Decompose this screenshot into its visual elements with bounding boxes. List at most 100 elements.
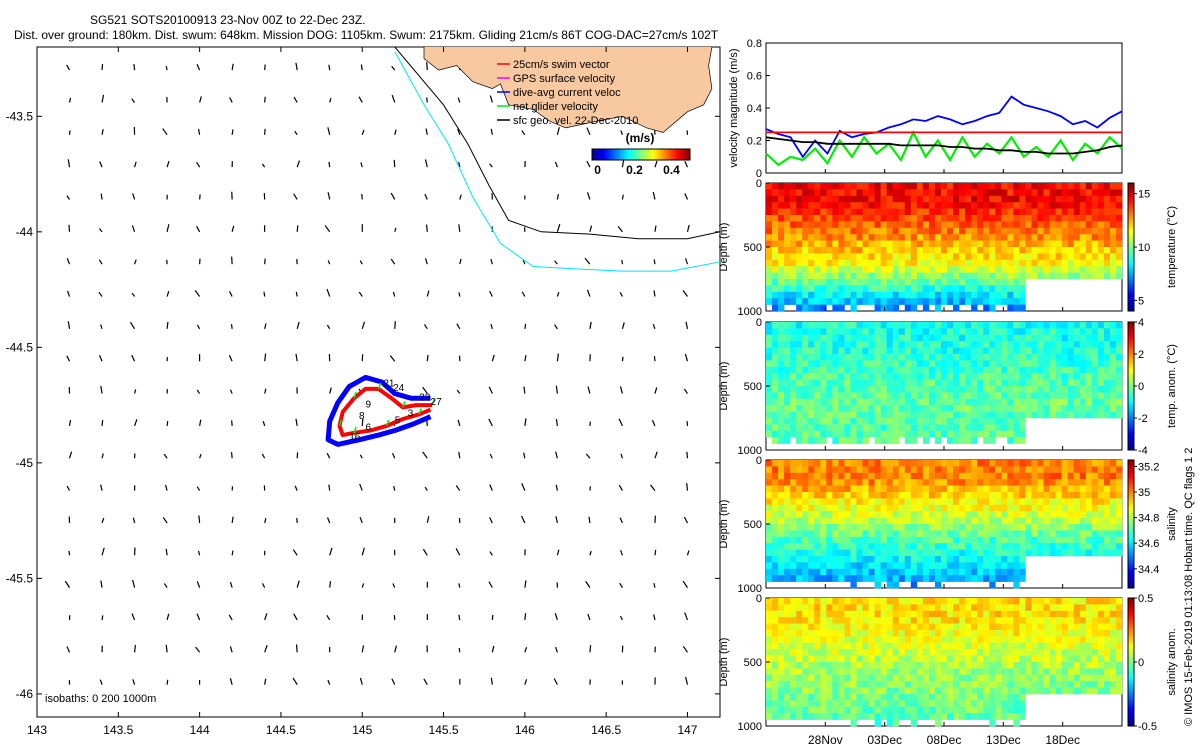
section-cell [1079,373,1087,380]
section-cell [856,655,863,663]
section-cell [862,424,869,432]
section-cell [1055,354,1062,361]
section-cell [971,706,978,714]
current-arrow [621,322,625,330]
section-cell [814,706,821,714]
section-cell [856,227,863,235]
section-cell [802,430,809,438]
section-cell [826,655,833,663]
section-cell [832,379,839,387]
section-cell [1001,208,1008,216]
section-cell [856,498,863,506]
section-cell [892,668,900,676]
section-cell [1043,272,1050,280]
section-cell [1067,334,1075,342]
current-arrow [585,580,591,588]
section-cell [868,700,875,708]
current-arrow [651,419,656,427]
section-cell [959,183,966,190]
section-cell [934,610,942,618]
section-cell [850,674,857,682]
current-arrow [229,678,233,685]
section-cell [838,623,845,631]
section-cell [1061,604,1068,612]
current-arrow [589,321,592,329]
section-cell [934,334,942,342]
section-cell [1085,549,1093,557]
section-cell [826,642,833,650]
section-cell [1109,347,1117,355]
section-cell [928,623,936,631]
section-cell [868,354,875,361]
section-cell [959,266,966,273]
section-cell [971,424,978,432]
section-cell [1115,511,1123,518]
section-cell [1007,430,1014,438]
current-arrow [555,516,558,524]
section-cell [983,266,990,273]
section-cell [995,189,1002,197]
section-cell [959,674,966,682]
section-cell [874,183,881,190]
current-arrow [682,580,688,588]
section-cell [856,623,863,631]
section-cell [965,398,972,406]
section-cell [766,668,773,676]
net-velocity-arrow [338,419,343,427]
section-cell [892,549,900,557]
section-cell [1001,430,1008,438]
section-cell [850,341,857,348]
section-cell [808,472,815,480]
section-cell [947,272,954,280]
section-cell [947,405,954,412]
section-cell [922,334,930,342]
section-cell [856,341,863,348]
section-cell [1019,524,1026,531]
section-cell [983,575,990,582]
section-cell [953,424,960,432]
section-cell [808,411,815,419]
section-cell [1079,549,1087,557]
section-cell [989,298,996,305]
section-cell [1013,694,1020,701]
section-cell [995,511,1002,518]
section-cell [868,623,875,631]
section-cell [910,227,918,235]
current-arrow [489,551,493,556]
section-cell [1001,279,1008,286]
section-cell [928,668,936,676]
section-cell [814,279,821,286]
section-cell [832,437,839,444]
current-arrow [196,161,201,168]
section-cell [910,215,918,222]
section-cell [796,549,803,557]
section-cell [1073,610,1081,618]
section-cell [1079,386,1087,393]
section-cell [862,234,869,241]
section-cell [916,524,924,531]
section-cell [928,272,936,280]
section-cell [953,485,960,493]
section-cell [947,575,954,582]
section-cell [1049,398,1056,406]
section-cell [989,617,996,624]
section-cell [959,189,966,197]
section-cell [959,215,966,222]
section-cell [862,189,869,197]
section-cell [1085,668,1093,676]
section-cell [953,556,960,563]
section-cell [1001,373,1008,380]
section-cell [1049,195,1056,203]
section-cell [844,511,851,518]
section-cell [928,642,936,650]
section-cell [778,379,785,387]
section-cell [796,366,803,374]
section-cell [880,556,887,563]
section-cell [904,247,912,254]
section-cell [766,189,773,197]
legend-entry: 25cm/s swim vector [513,59,610,71]
section-cell [1037,253,1044,261]
section-cell [874,279,881,286]
section-cell [1043,623,1050,631]
section-cell [1049,655,1056,663]
